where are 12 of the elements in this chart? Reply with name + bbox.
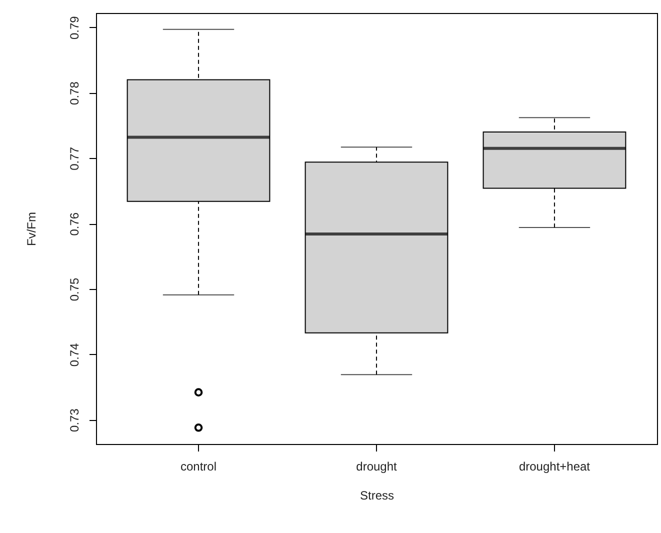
y-tick-label: 0.75 bbox=[68, 277, 82, 302]
y-tick-label: 0.74 bbox=[68, 342, 82, 367]
y-tick-label: 0.77 bbox=[68, 146, 82, 170]
y-tick-label: 0.78 bbox=[68, 81, 82, 105]
y-tick-label: 0.76 bbox=[68, 212, 82, 236]
x-axis-title: Stress bbox=[360, 488, 394, 502]
x-tick-label: drought+heat bbox=[518, 460, 591, 474]
y-tick-label: 0.73 bbox=[68, 408, 82, 432]
x-tick-label: drought bbox=[356, 460, 398, 474]
y-axis-title: Fv/Fm bbox=[24, 212, 38, 246]
x-tick-label: control bbox=[180, 460, 217, 474]
y-tick-label: 0.79 bbox=[68, 16, 82, 40]
